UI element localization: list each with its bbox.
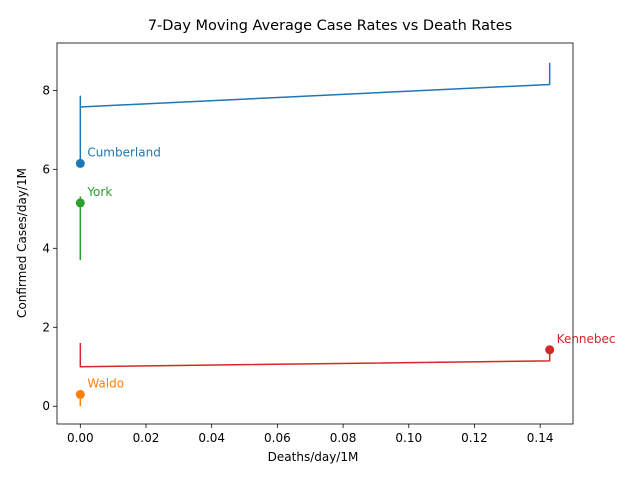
x-tick-label-3: 0.06 [264,431,291,445]
plot-frame [56,42,574,425]
plot-area: 0.00 0.02 0.04 0.06 0.08 0.10 0.12 0.14 0 2 4 6 8 Cum… [42,42,616,445]
x-tick-label-6: 0.12 [461,431,488,445]
x-tick-label-5: 0.10 [395,431,422,445]
x-tick-label-0: 0.00 [67,431,94,445]
x-axis-label: Deaths/day/1M [268,450,359,464]
series-line-cumberland [79,62,551,164]
x-tick-label-4: 0.08 [330,431,357,445]
y-tick-label-4: 8 [42,83,50,97]
series-label-kennebec: Kennebec [557,332,616,346]
series-line-kennebec [79,343,551,368]
y-tick-label-0: 0 [42,399,50,413]
series-label-cumberland: Cumberland [87,145,161,159]
series-label-york: York [86,185,112,199]
y-tick-label-1: 2 [42,320,50,334]
series-end-marker-waldo [75,389,85,399]
series-end-marker-kennebec [545,345,555,355]
chart-title: 7-Day Moving Average Case Rates vs Death… [148,18,512,34]
y-axis-label: Confirmed Cases/day/1M [15,168,29,318]
y-tick-label-2: 4 [42,241,50,255]
x-tick-label-2: 0.04 [198,431,225,445]
series-label-waldo: Waldo [87,376,124,390]
x-tick-label-7: 0.14 [527,431,554,445]
series-end-marker-cumberland [75,158,85,168]
series-end-marker-york [75,198,85,208]
x-tick-label-1: 0.02 [133,431,160,445]
y-tick-label-3: 6 [42,162,50,176]
